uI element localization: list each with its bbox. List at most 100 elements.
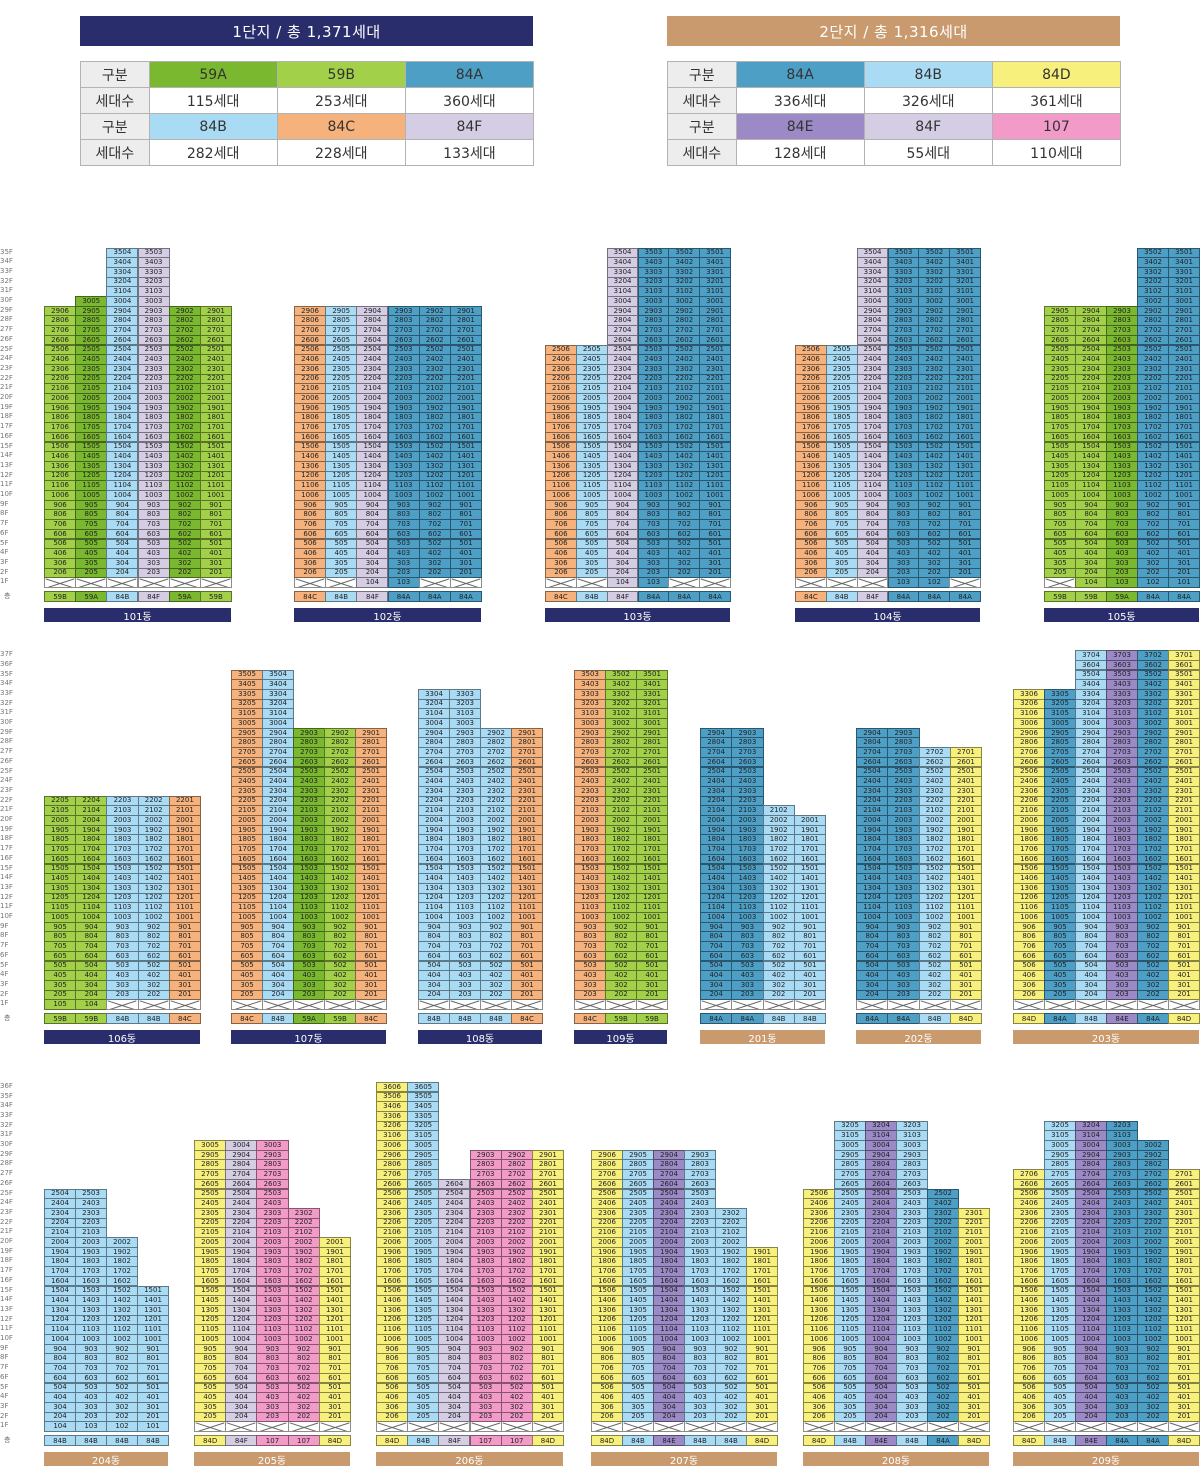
unit-cell: 2303 bbox=[449, 785, 481, 797]
unit-cell: 401 bbox=[531, 1392, 564, 1403]
unit-cell: 2101 bbox=[1168, 383, 1200, 394]
unit-cell: 2003 bbox=[469, 1237, 502, 1248]
unit-cell: 802 bbox=[106, 1353, 138, 1365]
unit-cell: 202 bbox=[918, 567, 951, 579]
summary-row: 세대수 336세대 326세대 361세대 bbox=[667, 87, 1122, 114]
unit-cell: 2404 bbox=[438, 1198, 471, 1209]
unit-cell: 2703 bbox=[887, 747, 920, 758]
unit-cell: 1801 bbox=[318, 1256, 351, 1268]
pilotis-cell bbox=[927, 1421, 959, 1432]
unit-cell: 403 bbox=[1106, 970, 1138, 981]
unit-cell: 1905 bbox=[75, 402, 108, 414]
unit-cell: 1003 bbox=[449, 912, 481, 923]
unit-cell: 801 bbox=[949, 509, 981, 521]
unit-cell: 3402 bbox=[918, 257, 951, 268]
unit-cell: 1206 bbox=[803, 1314, 835, 1326]
unit-cell: 1803 bbox=[637, 412, 670, 424]
unit-cell: 1603 bbox=[137, 431, 170, 443]
unit-cell: 1305 bbox=[194, 1304, 227, 1316]
unit-cell: 2304 bbox=[418, 785, 450, 797]
unit-type-label: 84D bbox=[1013, 1013, 1045, 1024]
unit-cell: 2303 bbox=[1106, 363, 1138, 375]
unit-cell: 1302 bbox=[918, 460, 951, 472]
unit-cell: 1002 bbox=[605, 912, 637, 923]
unit-cell: 2404 bbox=[653, 1198, 685, 1209]
unit-cell: 2001 bbox=[199, 393, 232, 404]
unit-cell: 2901 bbox=[949, 305, 981, 317]
unit-cell: 1801 bbox=[355, 834, 387, 846]
unit-cell: 403 bbox=[684, 1392, 716, 1403]
unit-cell: 1601 bbox=[511, 853, 543, 865]
unit-cell: 402 bbox=[1137, 1392, 1169, 1403]
unit-cell: 902 bbox=[168, 499, 201, 511]
unit-cell: 1501 bbox=[636, 863, 668, 875]
unit-cell: 2601 bbox=[1168, 756, 1200, 768]
unit-cell: 802 bbox=[480, 931, 512, 943]
unit-cell: 303 bbox=[887, 979, 920, 991]
unit-cell: 1704 bbox=[438, 1266, 471, 1277]
unit-cell: 1206 bbox=[44, 470, 77, 482]
unit-cell: 902 bbox=[137, 921, 170, 933]
unit-cell: 2803 bbox=[1106, 1159, 1138, 1171]
unit-cell: 1003 bbox=[896, 1334, 928, 1345]
unit-type-label: 84F bbox=[438, 1435, 471, 1446]
unit-cell: 902 bbox=[918, 921, 951, 933]
unit-cell: 603 bbox=[137, 528, 170, 540]
unit-cell: 1506 bbox=[44, 441, 77, 453]
unit-cell: 802 bbox=[918, 931, 951, 943]
unit-cell: 1303 bbox=[256, 1304, 289, 1316]
unit-cell: 1902 bbox=[137, 824, 170, 836]
unit-cell: 1406 bbox=[591, 1295, 623, 1306]
unit-cell: 1102 bbox=[762, 902, 795, 913]
unit-cell: 2901 bbox=[531, 1149, 564, 1161]
unit-cell: 1503 bbox=[731, 863, 764, 875]
unit-cell: 2806 bbox=[294, 315, 327, 327]
unit-cell: 1203 bbox=[106, 892, 139, 904]
unit-cell: 1301 bbox=[1168, 1304, 1200, 1316]
unit-cell: 704 bbox=[262, 941, 294, 952]
unit-cell: 2604 bbox=[106, 334, 139, 346]
unit-cell: 1604 bbox=[856, 431, 889, 443]
unit-cell: 1605 bbox=[575, 431, 608, 443]
unit-cell: 502 bbox=[927, 1382, 959, 1394]
unit-cell: 2405 bbox=[622, 1198, 654, 1209]
unit-cell: 1103 bbox=[1106, 480, 1138, 491]
unit-cell: 2904 bbox=[418, 727, 450, 739]
floor-scale-label: 23F bbox=[0, 363, 13, 372]
unit-cell: 904 bbox=[606, 499, 639, 511]
unit-cell: 1001 bbox=[449, 490, 482, 501]
unit-cell: 2905 bbox=[75, 305, 108, 317]
floor-scale-label: 24F bbox=[0, 1198, 13, 1207]
unit-cell: 405 bbox=[622, 1392, 654, 1403]
unit-cell: 1602 bbox=[668, 431, 701, 443]
unit-cell: 306 bbox=[803, 1401, 835, 1413]
unit-cell: 1702 bbox=[918, 844, 951, 855]
unit-cell: 2001 bbox=[355, 815, 387, 826]
unit-cell: 1901 bbox=[511, 824, 543, 836]
unit-cell: 1903 bbox=[684, 1246, 716, 1258]
unit-cell: 2804 bbox=[1075, 1159, 1107, 1171]
unit-cell: 3302 bbox=[918, 266, 951, 278]
unit-cell: 203 bbox=[887, 567, 920, 579]
unit-cell: 2403 bbox=[469, 1198, 502, 1209]
unit-type-label: 84A bbox=[887, 591, 920, 602]
unit-cell: 1703 bbox=[1106, 844, 1138, 855]
unit-cell: 1703 bbox=[256, 1266, 289, 1277]
unit-cell: 1604 bbox=[865, 1275, 897, 1287]
unit-cell: 3106 bbox=[376, 1130, 409, 1141]
unit-cell: 605 bbox=[575, 528, 608, 540]
unit-cell: 904 bbox=[1075, 921, 1107, 933]
unit-cell: 2302 bbox=[668, 363, 701, 375]
unit-cell: 1501 bbox=[531, 1285, 564, 1297]
unit-cell: 1405 bbox=[325, 451, 358, 462]
unit-cell: 1606 bbox=[44, 431, 77, 443]
unit-cell: 1804 bbox=[653, 1256, 685, 1268]
unit-cell: 901 bbox=[949, 921, 982, 933]
unit-type-label: 84A bbox=[949, 591, 981, 602]
unit-cell: 1103 bbox=[1106, 1324, 1138, 1335]
floor-scale-label: 17F bbox=[0, 1266, 13, 1275]
unit-cell: 1104 bbox=[225, 1324, 258, 1335]
unit-cell: 603 bbox=[896, 1372, 928, 1384]
floor-scale-label: 34F bbox=[0, 1101, 13, 1110]
unit-cell: 202 bbox=[605, 989, 637, 1001]
